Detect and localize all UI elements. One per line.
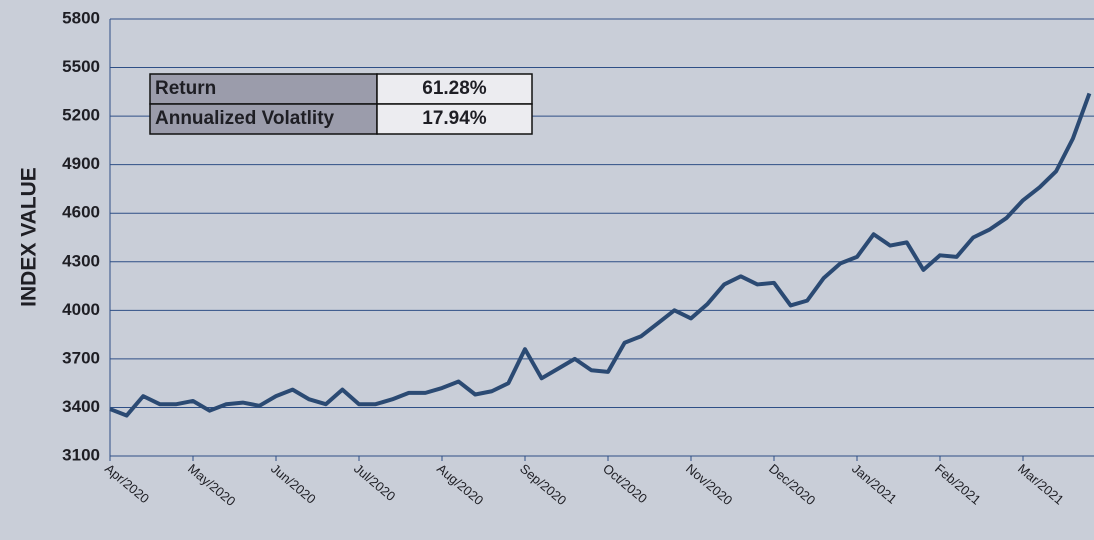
y-tick-label: 4000 xyxy=(62,300,100,319)
y-tick-label: 5500 xyxy=(62,57,100,76)
table-value: 61.28% xyxy=(422,78,487,99)
y-axis-label: INDEX VALUE xyxy=(18,167,41,307)
y-tick-label: 5800 xyxy=(62,8,100,27)
y-tick-label: 4600 xyxy=(62,203,100,222)
y-tick-label: 4300 xyxy=(62,251,100,270)
table-value: 17.94% xyxy=(422,108,487,129)
y-tick-label: 3700 xyxy=(62,348,100,367)
table-cell xyxy=(149,103,378,135)
y-tick-label: 5200 xyxy=(62,106,100,125)
y-tick-label: 4900 xyxy=(62,154,100,173)
table-cell xyxy=(149,73,378,105)
table-label: Annualized Volatlity xyxy=(155,108,335,129)
y-tick-label: 3100 xyxy=(62,445,100,464)
line xyxy=(109,92,1092,418)
table-label: Return xyxy=(155,78,216,99)
table-cell xyxy=(376,103,533,135)
y-tick-label: 3400 xyxy=(62,397,100,416)
table-cell xyxy=(376,73,533,105)
